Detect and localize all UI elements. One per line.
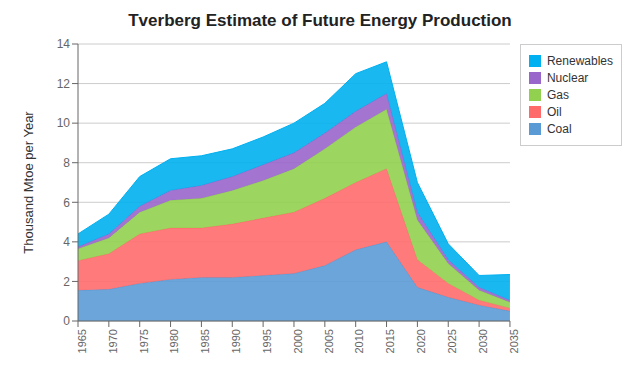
svg-text:0: 0 (63, 314, 70, 328)
html-text:Nuclear: Nuclear (547, 71, 589, 85)
html-text:Tverberg Estimate of Future En: Tverberg Estimate of Future Energy Produ… (128, 11, 512, 30)
svg-text:8: 8 (63, 156, 70, 170)
svg-text:1965: 1965 (76, 329, 88, 353)
svg-text:2035: 2035 (508, 329, 520, 353)
svg-text:4: 4 (63, 235, 70, 249)
svg-text:12: 12 (57, 77, 71, 91)
svg-text:2010: 2010 (353, 329, 365, 353)
svg-text:2030: 2030 (477, 329, 489, 353)
svg-text:6: 6 (63, 196, 70, 210)
svg-text:1980: 1980 (168, 329, 180, 353)
html-text:Coal: Coal (547, 122, 572, 136)
svg-text:2020: 2020 (415, 329, 427, 353)
svg-text:2025: 2025 (446, 329, 458, 353)
svg-text:1970: 1970 (107, 329, 119, 353)
svg-text:14: 14 (57, 37, 71, 51)
svg-text:1985: 1985 (199, 329, 211, 353)
svg-text:10: 10 (57, 116, 71, 130)
svg-text:2: 2 (63, 275, 70, 289)
html-text:Gas: Gas (547, 88, 569, 102)
svg-text:2000: 2000 (292, 329, 304, 353)
svg-text:1990: 1990 (230, 329, 242, 353)
html-text:Oil: Oil (547, 105, 562, 119)
svg-text:2005: 2005 (323, 329, 335, 353)
svg-text:1975: 1975 (138, 329, 150, 353)
html-text:Renewables: Renewables (547, 54, 613, 68)
svg-text:Thousand Mtoe per Year: Thousand Mtoe per Year (21, 111, 36, 254)
svg-text:1995: 1995 (261, 329, 273, 353)
svg-text:2015: 2015 (384, 329, 396, 353)
